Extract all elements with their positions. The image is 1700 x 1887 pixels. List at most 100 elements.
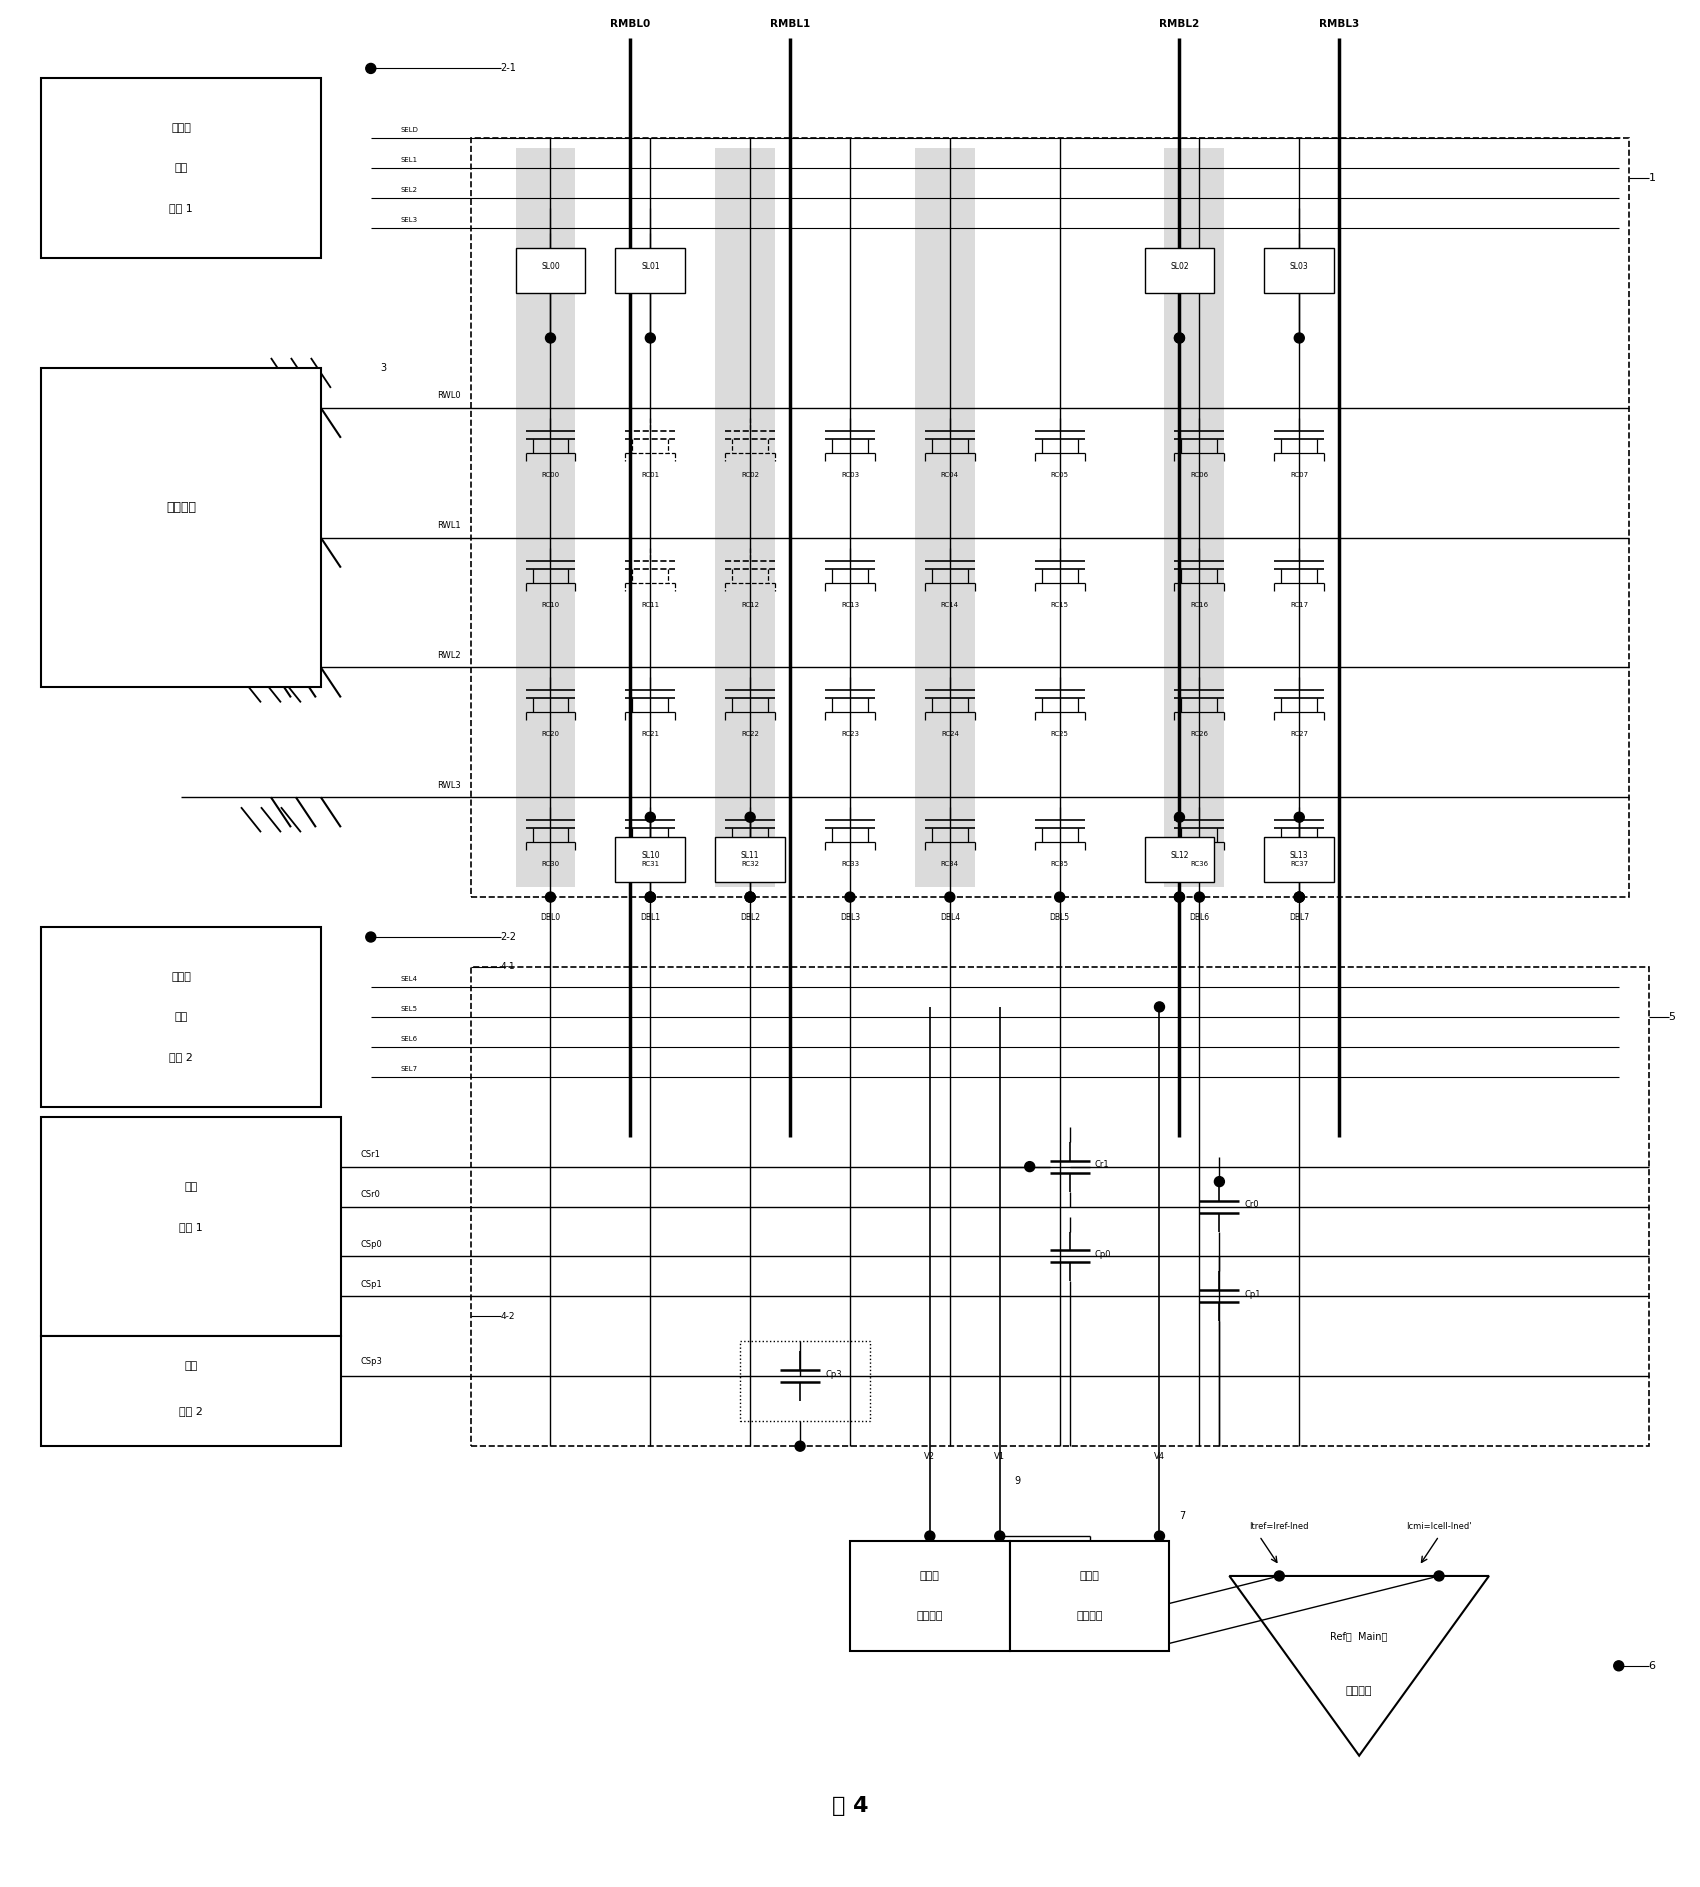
- Circle shape: [745, 893, 755, 902]
- Text: RWL3: RWL3: [437, 781, 461, 791]
- Bar: [41, 1336, 340, 1445]
- Bar: [740, 1342, 870, 1421]
- Text: RC33: RC33: [842, 860, 858, 868]
- Circle shape: [745, 893, 755, 902]
- Text: RC26: RC26: [1190, 732, 1209, 738]
- Text: Cr1: Cr1: [1095, 1161, 1108, 1170]
- Bar: [515, 149, 575, 887]
- Text: SL01: SL01: [641, 262, 660, 270]
- Text: 4-1: 4-1: [500, 962, 515, 972]
- Circle shape: [646, 332, 654, 343]
- Text: SL12: SL12: [1170, 851, 1188, 860]
- Text: SEL1: SEL1: [401, 157, 418, 164]
- Text: RWL1: RWL1: [437, 521, 461, 530]
- Text: Itref=Iref-Ined: Itref=Iref-Ined: [1250, 1521, 1309, 1530]
- Bar: [471, 966, 1649, 1445]
- Circle shape: [925, 1530, 935, 1542]
- Text: 行解码器: 行解码器: [167, 502, 196, 515]
- Text: RC14: RC14: [940, 602, 959, 608]
- Circle shape: [646, 893, 654, 902]
- Text: RWL0: RWL0: [437, 391, 461, 400]
- Text: DBL7: DBL7: [1289, 913, 1309, 921]
- Circle shape: [1175, 332, 1185, 343]
- Text: 读出时: 读出时: [1080, 1572, 1100, 1581]
- Circle shape: [646, 893, 654, 902]
- Circle shape: [366, 932, 376, 942]
- Bar: [716, 149, 775, 887]
- Circle shape: [1294, 893, 1304, 902]
- Text: 电路 1: 电路 1: [170, 204, 194, 213]
- Text: DBL4: DBL4: [940, 913, 960, 921]
- Circle shape: [646, 811, 654, 823]
- Text: 写入时: 写入时: [920, 1572, 940, 1581]
- Bar: [615, 838, 685, 881]
- Text: 4-2: 4-2: [500, 1311, 515, 1321]
- Text: 电路 2: 电路 2: [170, 1051, 194, 1062]
- Text: SL13: SL13: [1290, 851, 1309, 860]
- Bar: [41, 927, 321, 1108]
- Bar: [850, 1542, 1010, 1651]
- Circle shape: [745, 811, 755, 823]
- Text: 码器 1: 码器 1: [178, 1221, 202, 1232]
- Text: RC12: RC12: [741, 602, 760, 608]
- Text: V2: V2: [925, 1451, 935, 1461]
- Bar: [1010, 1542, 1170, 1651]
- Circle shape: [1294, 332, 1304, 343]
- Circle shape: [1195, 893, 1204, 902]
- Text: RMBL1: RMBL1: [770, 19, 811, 28]
- Circle shape: [1294, 893, 1304, 902]
- Circle shape: [1294, 893, 1304, 902]
- Text: DBL3: DBL3: [840, 913, 860, 921]
- Bar: [1144, 247, 1214, 292]
- Text: RC13: RC13: [842, 602, 858, 608]
- Text: 7: 7: [1180, 1511, 1185, 1521]
- Text: SEL2: SEL2: [401, 187, 418, 192]
- Circle shape: [1154, 1002, 1165, 1011]
- Text: 图 4: 图 4: [831, 1796, 869, 1815]
- Circle shape: [845, 893, 855, 902]
- Text: 偏压电路: 偏压电路: [916, 1611, 944, 1621]
- Bar: [41, 368, 321, 687]
- Text: SEL6: SEL6: [401, 1036, 418, 1042]
- Circle shape: [366, 64, 376, 74]
- Text: Ref侧  Main侧: Ref侧 Main侧: [1331, 1630, 1387, 1642]
- Text: RMBL3: RMBL3: [1319, 19, 1360, 28]
- Circle shape: [1275, 1572, 1284, 1581]
- Text: SEL5: SEL5: [401, 1006, 418, 1011]
- Bar: [41, 79, 321, 259]
- Text: 码器 2: 码器 2: [178, 1406, 202, 1417]
- Text: SEL3: SEL3: [401, 217, 418, 223]
- Bar: [471, 138, 1629, 896]
- Circle shape: [546, 332, 556, 343]
- Text: 3: 3: [381, 362, 388, 374]
- Text: 2-1: 2-1: [500, 64, 517, 74]
- Text: 驱动: 驱动: [175, 1011, 187, 1023]
- Text: RC15: RC15: [1051, 602, 1069, 608]
- Text: CSr1: CSr1: [360, 1151, 381, 1159]
- Circle shape: [745, 893, 755, 902]
- Text: Cp1: Cp1: [1244, 1291, 1261, 1298]
- Circle shape: [1613, 1661, 1624, 1670]
- Circle shape: [1435, 1572, 1443, 1581]
- Text: RC04: RC04: [940, 472, 959, 477]
- Text: CSp1: CSp1: [360, 1279, 382, 1289]
- Bar: [1265, 838, 1334, 881]
- Circle shape: [1214, 1177, 1224, 1187]
- Text: RC05: RC05: [1051, 472, 1069, 477]
- Text: SL11: SL11: [741, 851, 760, 860]
- Text: 偏压电路: 偏压电路: [1076, 1611, 1103, 1621]
- Bar: [716, 838, 785, 881]
- Text: DBL6: DBL6: [1190, 913, 1209, 921]
- Text: RC24: RC24: [940, 732, 959, 738]
- Circle shape: [546, 893, 556, 902]
- Circle shape: [1054, 893, 1064, 902]
- Text: RC20: RC20: [542, 732, 559, 738]
- Text: SL02: SL02: [1170, 262, 1188, 270]
- Text: RC06: RC06: [1190, 472, 1209, 477]
- Text: V4: V4: [1154, 1451, 1165, 1461]
- Text: 列解: 列解: [185, 1361, 197, 1372]
- Text: RC17: RC17: [1290, 602, 1309, 608]
- Text: Cp3: Cp3: [824, 1370, 842, 1379]
- Text: CSr0: CSr0: [360, 1191, 381, 1198]
- Text: RC27: RC27: [1290, 732, 1309, 738]
